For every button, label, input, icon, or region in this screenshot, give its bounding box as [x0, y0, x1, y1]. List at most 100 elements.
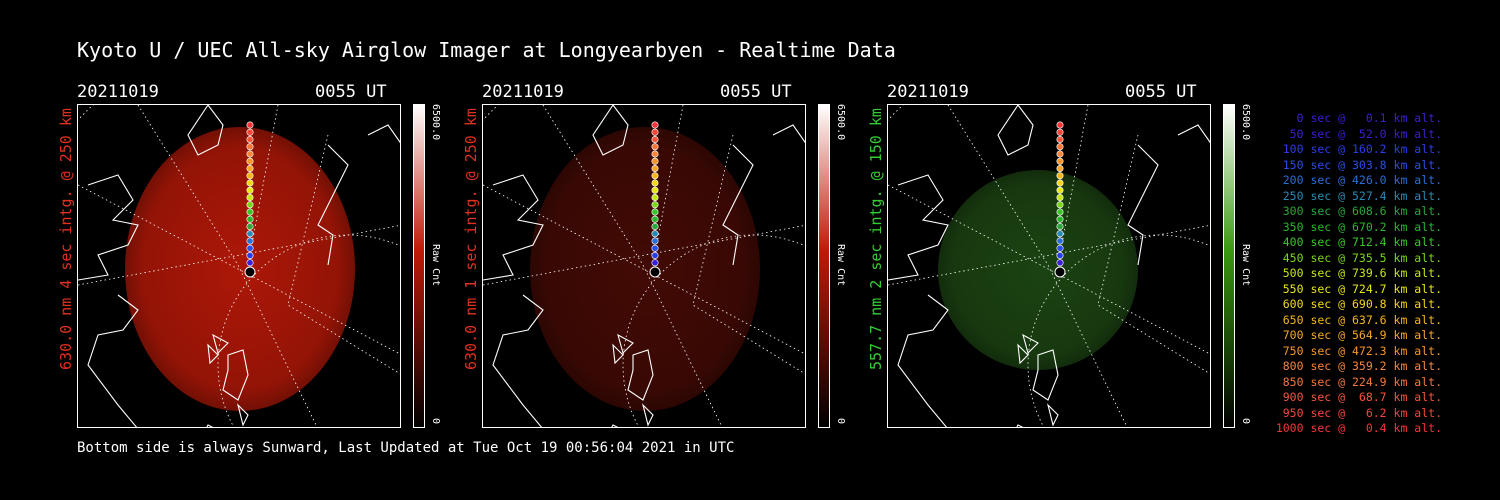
legend-row: 250 sec @ 527.4 km alt.	[1282, 188, 1442, 203]
track-point	[1056, 230, 1064, 238]
legend-row: 700 sec @ 564.9 km alt.	[1282, 328, 1442, 342]
legend-row: 300 sec @ 608.6 km alt.	[1282, 204, 1442, 218]
track-point	[651, 244, 659, 252]
track-point	[1056, 223, 1064, 231]
coastlines	[888, 105, 1210, 427]
track-point	[1056, 157, 1064, 165]
track-point	[651, 143, 659, 151]
legend-row: 350 sec @ 670.2 km alt.	[1282, 219, 1442, 234]
track-point	[651, 252, 659, 260]
track-point	[1056, 179, 1064, 187]
track-point	[246, 150, 254, 158]
panel-2-colorbar-unit: Raw Cnt	[835, 244, 846, 287]
panel-1-colorbar-min: 0	[430, 418, 441, 425]
track-point	[651, 208, 659, 216]
track-point	[1056, 208, 1064, 216]
panel-3-colorbar	[1223, 104, 1235, 428]
panel-3-colorbar-max: 6500.0	[1240, 104, 1251, 141]
legend-row: 200 sec @ 426.0 km alt.	[1282, 173, 1442, 187]
coastlines	[483, 105, 805, 427]
track-point	[651, 179, 659, 187]
legend-row: 750 sec @ 472.3 km alt.	[1282, 343, 1442, 358]
panel-2-date: 20211019	[482, 82, 564, 102]
track-point	[246, 208, 254, 216]
track-point	[651, 194, 659, 202]
panel-2-colorbar-min: 0	[835, 418, 846, 425]
track-point	[1056, 237, 1064, 245]
legend-row: 600 sec @ 690.8 km alt.	[1282, 297, 1442, 311]
allsky-image	[888, 105, 1210, 427]
track-point	[246, 157, 254, 165]
track-point	[1056, 201, 1064, 209]
panel-3-date: 20211019	[887, 82, 969, 102]
track-point	[1056, 252, 1064, 260]
panel-2-colorbar-max: 6500.0	[835, 104, 846, 141]
legend-row: 0 sec @ 0.1 km alt.	[1296, 111, 1442, 125]
track-point	[1056, 164, 1064, 172]
track-point	[651, 215, 659, 223]
panel-3-wavelength-label: 557.7 nm 2 sec intg. @ 150 km	[867, 108, 885, 370]
panel-1-colorbar-max: 6500.0	[430, 104, 441, 141]
legend-row: 150 sec @ 303.8 km alt.	[1282, 157, 1442, 172]
track-point	[1056, 172, 1064, 180]
legend-row: 550 sec @ 724.7 km alt.	[1282, 281, 1442, 296]
allsky-image	[483, 105, 805, 427]
track-point	[246, 135, 254, 143]
airglow-region	[125, 127, 355, 411]
satellite-track	[1054, 121, 1066, 278]
coastlines	[78, 105, 400, 427]
track-point	[651, 150, 659, 158]
track-point	[651, 172, 659, 180]
legend-row: 50 sec @ 52.0 km alt.	[1289, 126, 1442, 141]
panel-2-time: 0055 UT	[720, 82, 792, 102]
panel-3-colorbar-unit: Raw Cnt	[1240, 244, 1251, 287]
allsky-image	[78, 105, 400, 427]
track-point	[246, 230, 254, 238]
airglow-region	[530, 127, 760, 411]
legend-row: 650 sec @ 637.6 km alt.	[1282, 312, 1442, 327]
lat-lon-grid	[483, 105, 805, 427]
track-point	[651, 223, 659, 231]
track-point	[246, 252, 254, 260]
track-point	[246, 194, 254, 202]
track-point	[1056, 186, 1064, 194]
track-point	[1056, 194, 1064, 202]
altitude-legend: 0 sec @ 0.1 km alt. 50 sec @ 52.0 km alt.…	[1262, 111, 1442, 437]
legend-row: 500 sec @ 739.6 km alt.	[1282, 266, 1442, 280]
track-point	[246, 215, 254, 223]
legend-row: 400 sec @ 712.4 km alt.	[1282, 235, 1442, 249]
panel-3-colorbar-min: 0	[1240, 418, 1251, 425]
track-point	[651, 237, 659, 245]
panel-2-image	[482, 104, 806, 428]
satellite-track	[244, 121, 256, 278]
track-point	[651, 128, 659, 136]
panel-1-colorbar	[413, 104, 425, 428]
legend-row: 1000 sec @ 0.4 km alt.	[1275, 421, 1442, 435]
track-point	[246, 244, 254, 252]
panel-2-colorbar	[818, 104, 830, 428]
panel-1-colorbar-unit: Raw Cnt	[430, 244, 441, 287]
track-point	[1056, 135, 1064, 143]
track-point	[651, 186, 659, 194]
track-point	[651, 164, 659, 172]
track-point	[651, 259, 659, 267]
track-point	[651, 157, 659, 165]
track-point	[246, 259, 254, 267]
track-point	[246, 179, 254, 187]
track-point	[651, 135, 659, 143]
panel-3-time: 0055 UT	[1125, 82, 1197, 102]
panel-3-image	[887, 104, 1211, 428]
track-point	[651, 230, 659, 238]
track-point	[246, 172, 254, 180]
track-point	[651, 121, 659, 129]
track-point	[246, 128, 254, 136]
legend-row: 800 sec @ 359.2 km alt.	[1282, 359, 1442, 373]
track-point	[1056, 150, 1064, 158]
page-title: Kyoto U / UEC All-sky Airglow Imager at …	[77, 38, 896, 62]
legend-row: 100 sec @ 160.2 km alt.	[1282, 142, 1442, 156]
panel-2-wavelength-label: 630.0 nm 1 sec intg. @ 250 km	[462, 108, 480, 370]
panel-1-wavelength-label: 630.0 nm 4 sec intg. @ 250 km	[57, 108, 75, 370]
legend-row: 950 sec @ 6.2 km alt.	[1282, 405, 1442, 420]
track-point	[246, 237, 254, 245]
track-point	[1056, 128, 1064, 136]
